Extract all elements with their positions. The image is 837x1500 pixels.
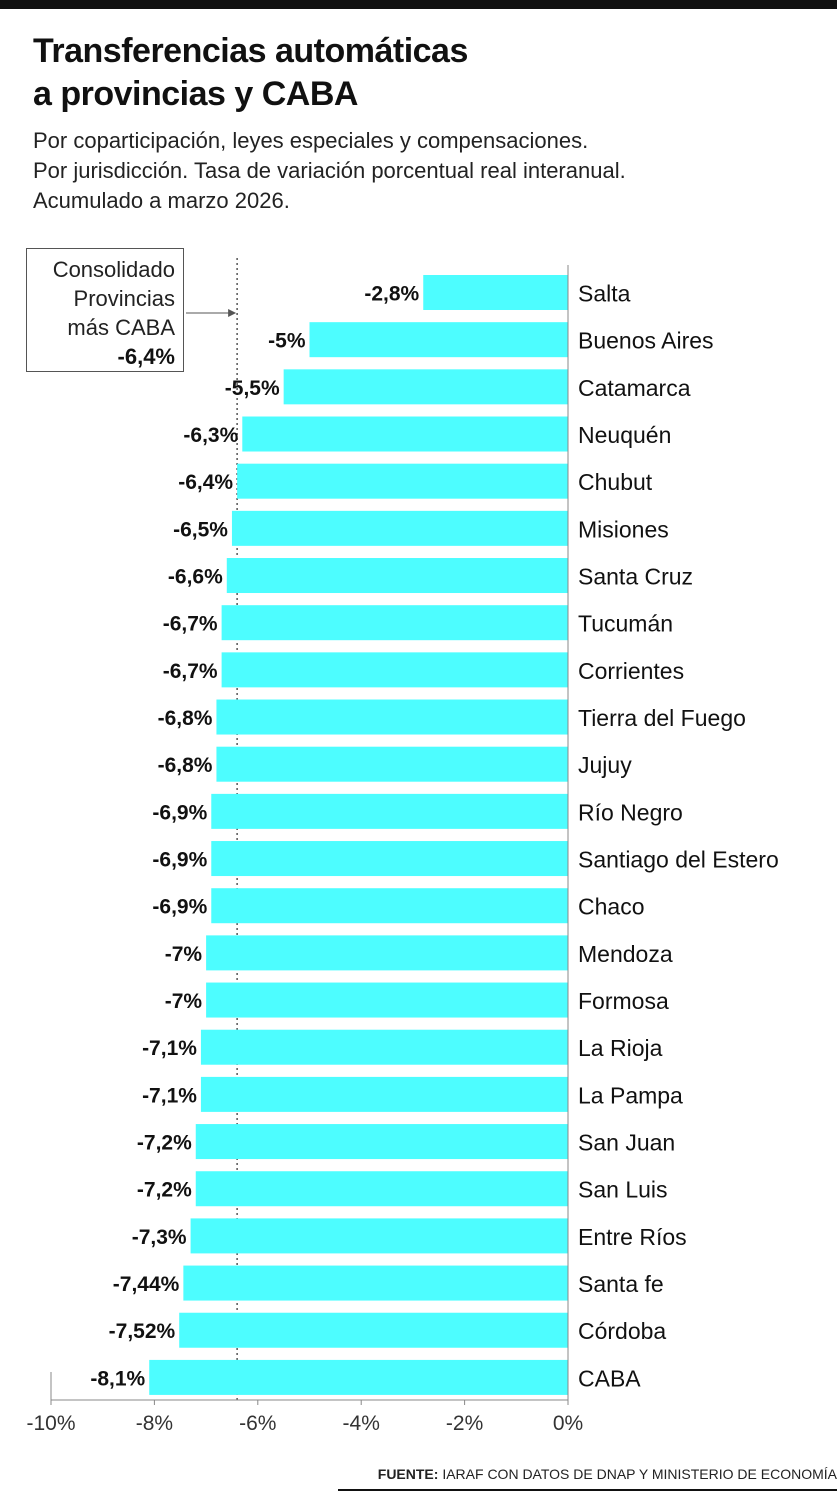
category-label: San Luis [578, 1177, 668, 1203]
x-tick-label: -6% [239, 1412, 276, 1435]
bar-value-label: -6,5% [173, 518, 228, 541]
consolidated-annotation-text: Consolidado Provincias más CABA -6,4% [53, 255, 175, 371]
bar-value-label: -7,2% [137, 1132, 192, 1155]
category-label: La Rioja [578, 1035, 663, 1061]
title-line-2: a provincias y CABA [33, 75, 358, 113]
bar-value-label: -2,8% [364, 283, 419, 306]
category-label: Córdoba [578, 1318, 666, 1344]
category-label: Misiones [578, 516, 669, 542]
category-label: Chaco [578, 894, 644, 920]
category-label: La Pampa [578, 1082, 683, 1108]
category-label: Salta [578, 281, 631, 307]
category-label: Jujuy [578, 752, 632, 778]
category-label: CABA [578, 1365, 641, 1391]
bar [211, 888, 568, 924]
category-label: Río Negro [578, 799, 683, 825]
bar [211, 841, 568, 877]
bar [242, 416, 569, 452]
bar [226, 558, 568, 594]
x-tick-label: 0% [553, 1412, 583, 1435]
source-note: FUENTE: IARAF CON DATOS DE DNAP Y MINIST… [378, 1466, 837, 1482]
subtitle-line-2: Por jurisdicción. Tasa de variación porc… [33, 158, 626, 183]
bar [200, 1029, 568, 1065]
bar-value-label: -8,1% [90, 1367, 145, 1390]
x-tick-label: -4% [343, 1412, 380, 1435]
category-label: Buenos Aires [578, 328, 714, 354]
bar [200, 1076, 568, 1112]
bar-value-label: -7,1% [142, 1084, 197, 1107]
bar-value-label: -6,3% [183, 424, 238, 447]
category-label: Formosa [578, 988, 669, 1014]
bar-value-label: -7,2% [137, 1179, 192, 1202]
bar [206, 935, 568, 971]
source-text: IARAF CON DATOS DE DNAP Y MINISTERIO DE … [442, 1466, 837, 1482]
bar [221, 652, 569, 688]
x-tick-label: -10% [26, 1412, 75, 1435]
bar [283, 369, 568, 405]
bar-value-label: -6,4% [178, 471, 233, 494]
bar [211, 793, 568, 829]
x-tick-label: -8% [136, 1412, 173, 1435]
title-line-1: Transferencias automáticas [33, 32, 468, 70]
bar-value-label: -7,52% [109, 1320, 176, 1343]
category-label: Entre Ríos [578, 1224, 687, 1250]
annotation-line-2: Provincias [73, 286, 175, 311]
category-label: Santiago del Estero [578, 847, 779, 873]
bar-value-label: -7,1% [142, 1037, 197, 1060]
annotation-line-1: Consolidado [52, 257, 175, 282]
category-label: Neuquén [578, 422, 671, 448]
bar-value-label: -5,5% [225, 377, 280, 400]
subtitle-line-1: Por coparticipación, leyes especiales y … [33, 128, 589, 153]
bar [221, 605, 569, 641]
bar [149, 1359, 569, 1395]
bar [190, 1218, 568, 1254]
category-label: Tierra del Fuego [578, 705, 746, 731]
category-label: Santa Cruz [578, 564, 693, 590]
annotation-arrow-head [228, 309, 237, 317]
bar-value-label: -6,9% [152, 896, 207, 919]
bar [206, 982, 568, 1018]
bar [237, 463, 568, 499]
bar-value-label: -6,8% [158, 754, 213, 777]
annotation-line-3: más CABA [67, 315, 175, 340]
bar [195, 1171, 568, 1207]
bar [231, 510, 568, 546]
bar-value-label: -6,7% [163, 613, 218, 636]
footer-rule [338, 1489, 837, 1491]
category-label: Corrientes [578, 658, 684, 684]
bar [183, 1265, 569, 1301]
bar-value-label: -7% [165, 943, 203, 966]
bar [195, 1124, 568, 1160]
top-rule [0, 0, 837, 9]
bar [216, 746, 568, 782]
bar-value-label: -7,44% [113, 1273, 180, 1296]
bar-value-label: -7% [165, 990, 203, 1013]
annotation-value: -6,4% [117, 344, 175, 369]
bar [309, 322, 568, 358]
bar-value-label: -5% [268, 330, 306, 353]
source-prefix: FUENTE: [377, 1466, 439, 1482]
bar [216, 699, 568, 735]
chart-subtitle: Por coparticipación, leyes especiales y … [33, 126, 813, 216]
bar-value-label: -6,8% [158, 707, 213, 730]
bar [423, 275, 568, 310]
category-label: Mendoza [578, 941, 673, 967]
category-label: Tucumán [578, 611, 673, 637]
bar-value-label: -6,7% [163, 660, 218, 683]
bar-value-label: -6,9% [152, 801, 207, 824]
bar-value-label: -7,3% [132, 1226, 187, 1249]
x-tick-label: -2% [446, 1412, 483, 1435]
chart-title: Transferencias automáticas a provincias … [33, 30, 813, 116]
bar-value-label: -6,6% [168, 566, 223, 589]
subtitle-line-3: Acumulado a marzo 2026. [33, 188, 290, 213]
bar [179, 1312, 568, 1348]
category-label: Chubut [578, 469, 653, 495]
category-label: San Juan [578, 1130, 675, 1156]
bar-value-label: -6,9% [152, 849, 207, 872]
category-label: Santa fe [578, 1271, 664, 1297]
category-label: Catamarca [578, 375, 691, 401]
consolidated-annotation-box: Consolidado Provincias más CABA -6,4% [26, 248, 184, 372]
